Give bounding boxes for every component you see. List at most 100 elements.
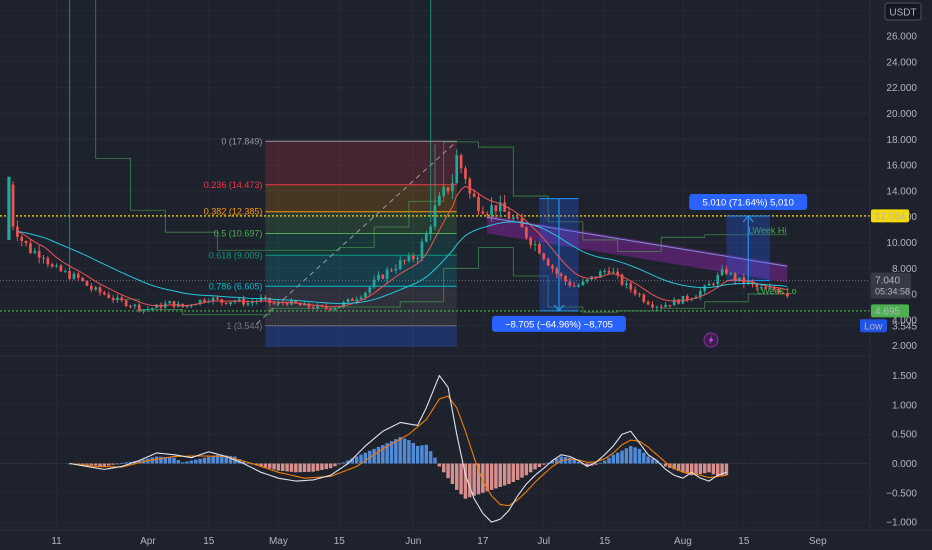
macd-histogram-bar	[620, 450, 624, 464]
level-tag-green-label: 4.695	[875, 306, 900, 317]
candle-body	[433, 205, 437, 227]
candle-body	[511, 217, 515, 219]
ribbon-band	[487, 215, 788, 283]
price-tick-label: 16.000	[886, 161, 917, 172]
macd-histogram-bar	[702, 463, 707, 474]
macd-histogram-bar	[354, 456, 359, 464]
macd-histogram-bar	[615, 452, 620, 464]
candle-body	[612, 271, 615, 273]
macd-histogram-bar	[320, 463, 324, 470]
candle-body	[63, 271, 67, 273]
macd-histogram-bar	[202, 457, 207, 464]
measure-tools[interactable]: −8.705 (−64.96%) −8,705 5.010 (71.64%) 5,…	[492, 194, 808, 332]
time-tick-label: 15	[203, 536, 215, 547]
macd-histogram-bar	[394, 439, 398, 464]
candle-body	[377, 274, 380, 280]
macd-histogram-bar	[624, 448, 629, 464]
candle-body	[355, 299, 359, 302]
macd-histogram-bar	[80, 463, 85, 465]
macd-axis[interactable]: 1.500 1.000 0.500 0.000 −0.500 −1.000	[886, 371, 917, 529]
candle-body	[229, 302, 232, 305]
candle-body	[55, 265, 58, 267]
macd-histogram-bar	[111, 463, 115, 465]
candle-body	[277, 302, 280, 305]
candle-body	[659, 306, 663, 308]
macd-histogram-bar	[568, 457, 572, 464]
candle-body	[777, 289, 780, 293]
candle-body	[446, 187, 450, 192]
macd-histogram-bar	[120, 462, 124, 464]
candle-body	[438, 195, 441, 206]
macd-histogram-bar	[611, 454, 616, 464]
macd-histogram-bar	[594, 463, 598, 465]
fib-level-label: 1 (3.544)	[226, 321, 262, 331]
candle-body	[733, 273, 737, 281]
candle-body	[190, 305, 193, 307]
candle-body	[712, 283, 715, 285]
macd-histogram-bar	[346, 460, 350, 464]
macd-histogram-bar	[385, 443, 389, 464]
macd-histogram-bar	[694, 463, 698, 475]
candle-body	[781, 292, 785, 294]
fib-level-label: 0.5 (10.697)	[214, 229, 263, 239]
candle-body	[76, 273, 80, 278]
ema-slow-line	[17, 221, 788, 305]
macd-histogram-bar	[633, 447, 637, 464]
macd-histogram-bar	[698, 463, 703, 475]
macd-histogram-bar	[294, 463, 298, 473]
candle-body	[403, 260, 406, 262]
macd-histogram-bar	[533, 463, 537, 470]
candle-body	[324, 305, 328, 309]
candle-body	[577, 285, 580, 287]
candle-body	[764, 287, 767, 289]
alert-lightning-icon[interactable]	[703, 332, 719, 348]
macd-histogram-bar	[472, 463, 476, 496]
macd-histogram-bar	[324, 463, 328, 470]
candle-body	[50, 264, 54, 267]
macd-histogram-bar	[515, 463, 520, 480]
macd-tick-label: −1.000	[886, 518, 917, 529]
macd-histogram-bar	[254, 463, 259, 466]
macd-histogram-bar	[511, 463, 516, 482]
candle-body	[294, 300, 298, 304]
macd-histogram-bar	[642, 452, 646, 464]
vertical-grid	[56, 0, 819, 530]
current-price-label: 7.040	[875, 276, 900, 287]
macd-histogram-bar	[389, 441, 394, 464]
fib-zone	[265, 233, 457, 256]
time-tick-label: Jul	[537, 536, 550, 547]
candle-body	[759, 287, 763, 289]
candle-body	[572, 285, 576, 287]
macd-histogram-bar	[572, 459, 576, 464]
macd-histogram-bar	[637, 448, 642, 464]
candle-body	[46, 258, 50, 265]
macd-tick-label: −0.500	[886, 488, 917, 499]
fib-trend-line[interactable]	[256, 140, 458, 325]
fib-zone	[265, 255, 457, 287]
candle-body	[368, 287, 372, 293]
macd-histogram-bar	[76, 463, 81, 465]
countdown-label: 05:34:58	[875, 287, 910, 297]
macd-histogram-bar	[150, 457, 154, 464]
macd-histogram-bar	[154, 456, 159, 464]
time-axis[interactable]: 11 Apr 15 May 15 Jun 17 Jul 15 Aug 15 Sep	[51, 536, 827, 547]
candle-body	[464, 168, 467, 179]
currency-button[interactable]: USDT	[884, 2, 922, 21]
candle-body	[124, 300, 128, 307]
macd-histogram-bar	[711, 463, 716, 475]
macd-histogram-bar	[685, 463, 690, 474]
macd-histogram-bar	[259, 463, 263, 467]
ma-ribbon	[487, 215, 788, 283]
low-marker-box	[860, 319, 887, 333]
candle-body	[703, 285, 707, 292]
currency-label: USDT	[889, 8, 916, 19]
candles	[7, 0, 789, 314]
candle-body	[472, 193, 476, 197]
candle-body	[677, 299, 680, 304]
macd-histogram-bar	[276, 463, 281, 471]
macd-histogram-bar	[180, 462, 185, 464]
candle-body	[503, 202, 506, 212]
horizontal-levels[interactable]	[0, 215, 870, 327]
candle-body	[372, 279, 376, 288]
